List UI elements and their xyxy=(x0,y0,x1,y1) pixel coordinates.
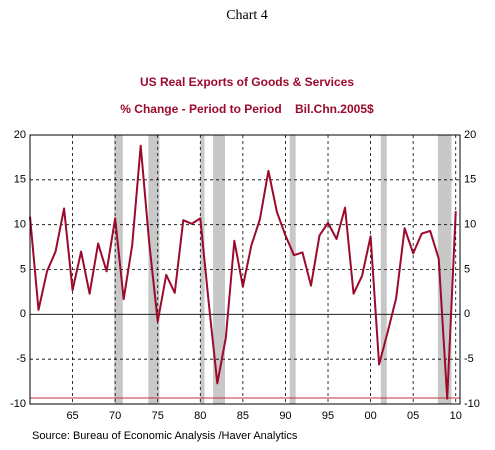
x-tick-label: 65 xyxy=(66,410,78,422)
recession-band xyxy=(289,135,296,404)
recession-band xyxy=(148,135,160,404)
recession-band xyxy=(114,135,123,404)
y-tick-label: -10 xyxy=(10,398,26,410)
x-tick-label: 05 xyxy=(407,410,419,422)
grid xyxy=(30,135,460,404)
x-tick-label: 85 xyxy=(237,410,249,422)
x-tick-label: 10 xyxy=(450,410,462,422)
recession-band xyxy=(200,135,205,404)
recession-band xyxy=(213,135,225,404)
y-tick-label-right: 10 xyxy=(464,219,476,231)
header: Chart 4 xyxy=(226,8,268,23)
y-tick-label: 20 xyxy=(14,129,26,141)
x-tick-label: 80 xyxy=(194,410,206,422)
y-tick-label: 0 xyxy=(20,308,26,320)
y-tick-label: 15 xyxy=(14,174,26,186)
y-tick-label-right: -10 xyxy=(464,398,480,410)
source: Source: Bureau of Economic Analysis /Hav… xyxy=(32,430,298,442)
y-tick-label: 5 xyxy=(20,263,26,275)
y-tick-label-right: -5 xyxy=(464,353,474,365)
y-tick-label: 10 xyxy=(14,219,26,231)
series-line xyxy=(29,144,457,400)
plot-frame xyxy=(29,134,461,405)
y-tick-label: -5 xyxy=(16,353,26,365)
x-tick-label: 70 xyxy=(109,410,121,422)
x-tick-label: 90 xyxy=(279,410,291,422)
y-tick-label-right: 15 xyxy=(464,174,476,186)
subtitle: % Change - Period to Period Bil.Chn.2005… xyxy=(120,102,374,116)
chart-title: US Real Exports of Goods & Services xyxy=(140,75,354,89)
y-tick-label-right: 5 xyxy=(464,263,470,275)
x-tick-label: 75 xyxy=(152,410,164,422)
y-tick-label-right: 20 xyxy=(464,129,476,141)
plot xyxy=(29,144,457,400)
recession-band xyxy=(380,135,387,404)
y-tick-label-right: 0 xyxy=(464,308,470,320)
x-tick-label: 00 xyxy=(364,410,376,422)
x-tick-label: 95 xyxy=(322,410,334,422)
